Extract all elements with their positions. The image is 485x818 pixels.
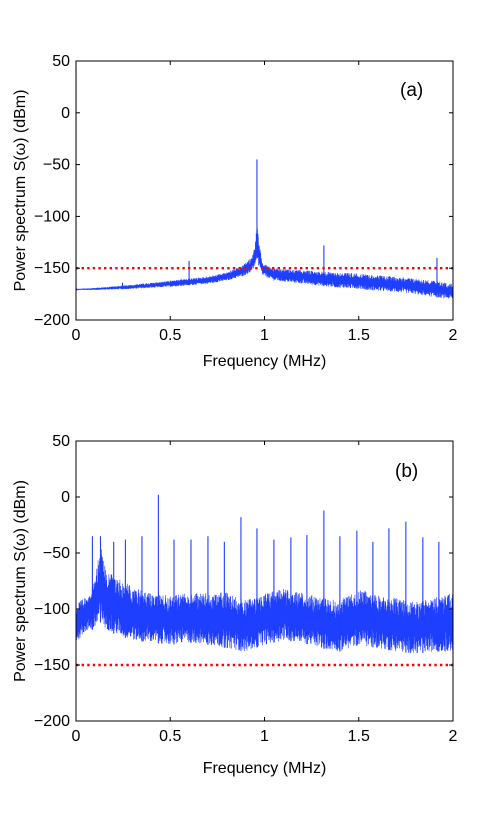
y-tick-label-b-0: −200 [34,713,70,730]
x-tick-label-a-0: 0 [72,327,81,344]
axes-box-b [75,440,454,722]
series-b-0 [76,494,453,654]
y-tick-label-b-3: −50 [43,545,70,562]
ticks-a: 0 0.5 1 1.5 2 −200 −150 −100 −50 0 50 [34,53,458,344]
y-tick-label-a-3: −50 [43,157,70,174]
x-tick-label-a-4: 2 [449,327,458,344]
x-axis-label-b: Frequency (MHz) [203,760,327,777]
y-tick-label-a-1: −150 [34,260,70,277]
y-axis-label-b: Power spectrum S(ω) (dBm) [12,480,29,682]
y-tick-label-a-2: −100 [34,208,70,225]
plot-area-b [76,494,453,667]
y-tick-label-b-4: 0 [61,489,70,506]
x-tick-label-b-1: 0.5 [159,728,181,745]
x-tick-label-b-4: 2 [449,728,458,745]
y-tick-label-a-4: 0 [61,105,70,122]
x-tick-label-a-1: 0.5 [159,327,181,344]
x-tick-label-b-2: 1 [260,728,269,745]
panel-label-a: (a) [400,80,423,101]
x-tick-label-a-3: 1.5 [348,327,370,344]
panel-a: 0 0.5 1 1.5 2 −200 −150 −100 −50 0 50 (a) Frequenc… [12,53,458,370]
x-tick-label-a-2: 1 [260,327,269,344]
y-tick-label-b-1: −150 [34,657,70,674]
y-tick-label-b-2: −100 [34,601,70,618]
y-tick-label-a-0: −200 [34,312,70,329]
spectrum-band-a [76,226,453,299]
y-axis-label-a: Power spectrum S(ω) (dBm) [12,90,29,292]
y-tick-label-b-5: 50 [52,433,70,450]
y-tick-label-a-5: 50 [52,53,70,70]
x-tick-label-b-0: 0 [72,728,81,745]
spectrum-band-b [76,549,453,654]
panel-b: 0 0.5 1 1.5 2 −200 −150 −100 −50 0 50 (b) Frequenc… [12,433,458,777]
plot-area-a [76,66,453,299]
panel-label-b: (b) [395,461,418,482]
x-axis-label-a: Frequency (MHz) [203,353,327,370]
series-a-0 [76,66,453,299]
ticks-b: 0 0.5 1 1.5 2 −200 −150 −100 −50 0 50 [34,433,458,745]
x-tick-label-b-3: 1.5 [348,728,370,745]
